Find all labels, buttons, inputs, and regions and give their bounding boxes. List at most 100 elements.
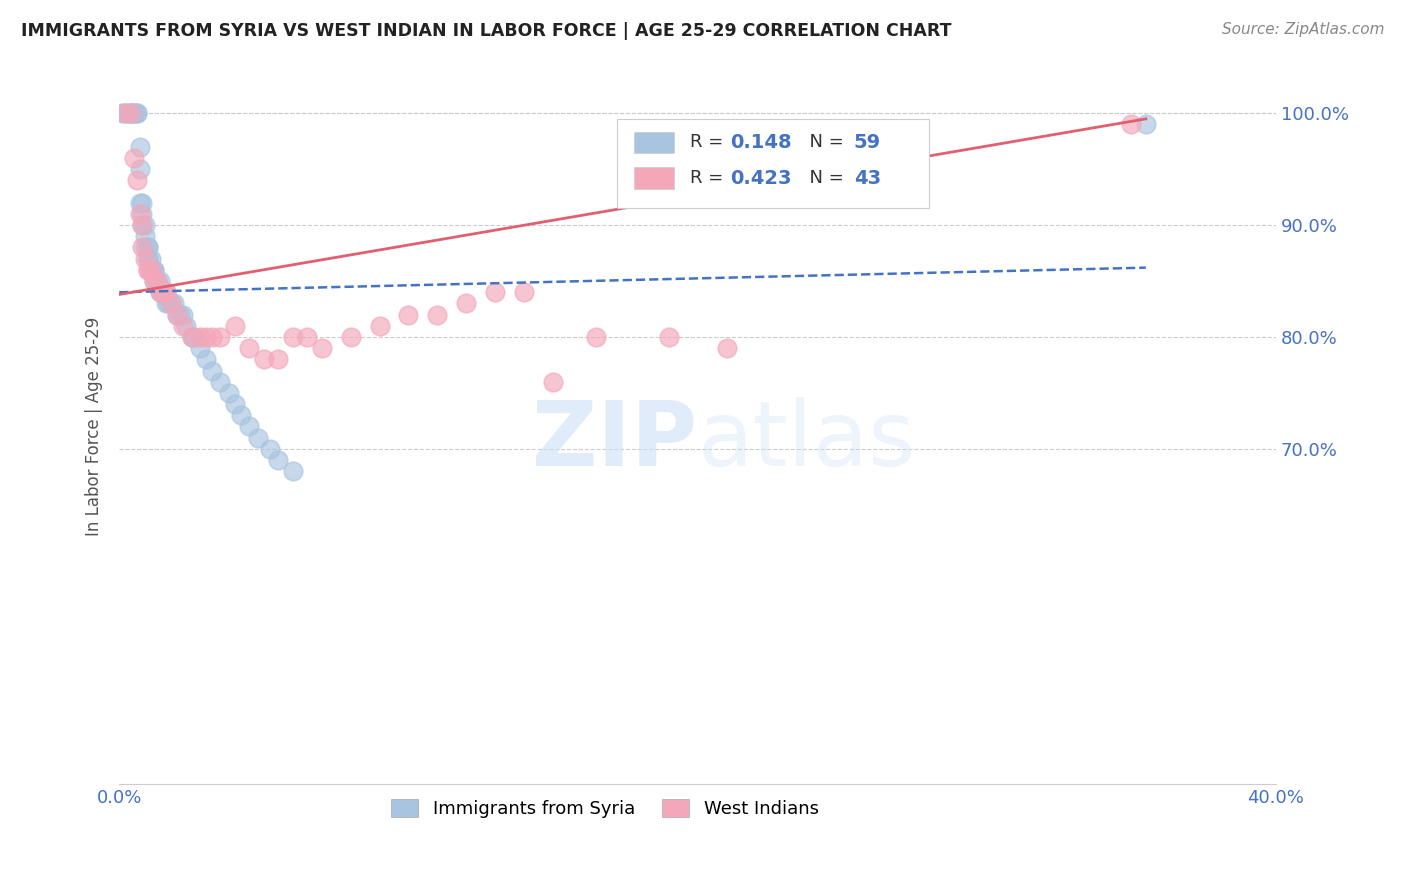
Text: 43: 43 bbox=[853, 169, 882, 187]
Point bbox=[224, 397, 246, 411]
Point bbox=[149, 285, 172, 300]
Point bbox=[139, 252, 162, 266]
Point bbox=[201, 363, 224, 377]
Text: N =: N = bbox=[799, 133, 849, 152]
Point bbox=[172, 318, 194, 333]
Point bbox=[188, 341, 211, 355]
Point bbox=[541, 375, 564, 389]
Point bbox=[114, 106, 136, 120]
Point bbox=[136, 240, 159, 254]
Text: N =: N = bbox=[799, 169, 849, 187]
Point bbox=[160, 296, 183, 310]
Point bbox=[139, 263, 162, 277]
Point bbox=[1135, 118, 1157, 132]
Point bbox=[155, 285, 177, 300]
Text: 59: 59 bbox=[853, 133, 882, 152]
Point bbox=[136, 252, 159, 266]
Point bbox=[311, 341, 333, 355]
Point bbox=[209, 375, 232, 389]
Point bbox=[267, 352, 290, 367]
Point bbox=[456, 296, 478, 310]
Point bbox=[238, 341, 260, 355]
Legend: Immigrants from Syria, West Indians: Immigrants from Syria, West Indians bbox=[384, 792, 825, 825]
Text: 0.423: 0.423 bbox=[730, 169, 792, 187]
Point bbox=[131, 195, 153, 210]
Point bbox=[143, 274, 166, 288]
Point bbox=[218, 385, 240, 400]
Point bbox=[128, 207, 150, 221]
Point bbox=[134, 218, 156, 232]
Point bbox=[120, 106, 142, 120]
Point bbox=[128, 140, 150, 154]
Point bbox=[117, 106, 139, 120]
Point bbox=[128, 162, 150, 177]
Point bbox=[267, 453, 290, 467]
Point bbox=[172, 308, 194, 322]
Point bbox=[120, 106, 142, 120]
Point bbox=[195, 330, 218, 344]
Point bbox=[209, 330, 232, 344]
Point bbox=[131, 240, 153, 254]
Point bbox=[122, 106, 145, 120]
Point bbox=[125, 106, 148, 120]
Point bbox=[513, 285, 536, 300]
Point bbox=[143, 263, 166, 277]
Point bbox=[1121, 118, 1143, 132]
Point bbox=[157, 296, 180, 310]
Point bbox=[131, 218, 153, 232]
Point bbox=[134, 240, 156, 254]
Point bbox=[131, 218, 153, 232]
Point bbox=[155, 285, 177, 300]
FancyBboxPatch shape bbox=[634, 131, 675, 153]
Text: IMMIGRANTS FROM SYRIA VS WEST INDIAN IN LABOR FORCE | AGE 25-29 CORRELATION CHAR: IMMIGRANTS FROM SYRIA VS WEST INDIAN IN … bbox=[21, 22, 952, 40]
Text: 0.148: 0.148 bbox=[730, 133, 792, 152]
Point bbox=[229, 409, 252, 423]
FancyBboxPatch shape bbox=[617, 119, 929, 208]
Point bbox=[152, 285, 174, 300]
Point bbox=[426, 308, 449, 322]
Point bbox=[136, 252, 159, 266]
Point bbox=[136, 240, 159, 254]
Point bbox=[174, 318, 197, 333]
Point bbox=[111, 106, 134, 120]
Point bbox=[136, 263, 159, 277]
Point bbox=[125, 173, 148, 187]
Point bbox=[155, 296, 177, 310]
Point bbox=[281, 330, 304, 344]
Point bbox=[122, 106, 145, 120]
Point bbox=[368, 318, 391, 333]
Point bbox=[183, 330, 205, 344]
Point bbox=[398, 308, 420, 322]
Point bbox=[195, 352, 218, 367]
Point bbox=[139, 263, 162, 277]
Point bbox=[281, 464, 304, 478]
Point bbox=[136, 263, 159, 277]
Point bbox=[253, 352, 276, 367]
Point bbox=[152, 285, 174, 300]
Point bbox=[166, 308, 188, 322]
Point bbox=[149, 285, 172, 300]
Point bbox=[128, 195, 150, 210]
Point bbox=[143, 274, 166, 288]
Point bbox=[201, 330, 224, 344]
Point bbox=[122, 151, 145, 165]
Point bbox=[120, 106, 142, 120]
Point bbox=[160, 296, 183, 310]
Text: ZIP: ZIP bbox=[533, 397, 697, 484]
Point bbox=[716, 341, 738, 355]
Point bbox=[180, 330, 202, 344]
Point bbox=[259, 442, 281, 456]
Point bbox=[146, 274, 169, 288]
Text: Source: ZipAtlas.com: Source: ZipAtlas.com bbox=[1222, 22, 1385, 37]
Point bbox=[114, 106, 136, 120]
Text: R =: R = bbox=[689, 169, 728, 187]
Y-axis label: In Labor Force | Age 25-29: In Labor Force | Age 25-29 bbox=[86, 317, 103, 536]
Point bbox=[125, 106, 148, 120]
Point bbox=[166, 308, 188, 322]
Point bbox=[224, 318, 246, 333]
Point bbox=[238, 419, 260, 434]
FancyBboxPatch shape bbox=[634, 168, 675, 189]
Point bbox=[152, 285, 174, 300]
Point bbox=[146, 274, 169, 288]
Text: atlas: atlas bbox=[697, 397, 915, 484]
